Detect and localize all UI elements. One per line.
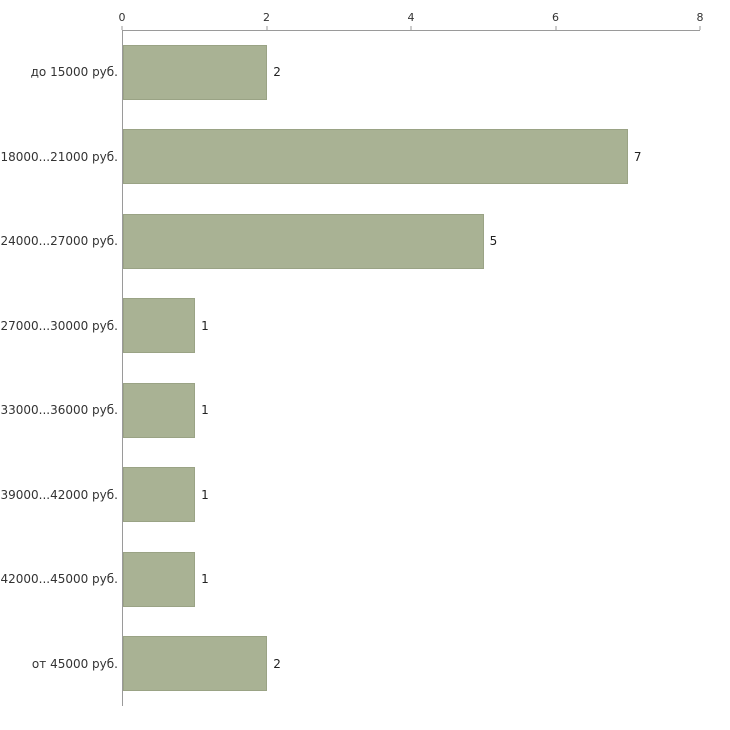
chart-row: 18000...21000 руб. 7 [0, 114, 730, 199]
chart-row: 24000...27000 руб. 5 [0, 199, 730, 284]
x-axis-tick: 0 [119, 11, 126, 30]
x-axis-tick-mark [410, 26, 412, 30]
category-label: до 15000 руб. [30, 65, 118, 80]
category-label: 24000...27000 руб. [0, 234, 118, 249]
category-label: 27000...30000 руб. [0, 318, 118, 333]
x-axis-tick-mark [266, 26, 267, 30]
bar [123, 467, 196, 523]
bar-value-label: 1 [201, 487, 209, 502]
bar-value-label: 7 [633, 149, 642, 164]
bar-value-label: 1 [201, 318, 209, 333]
chart-row: 42000...45000 руб. 1 [0, 537, 730, 622]
x-axis-tick-label: 2 [263, 11, 270, 24]
chart-row: 33000...36000 руб. 1 [0, 368, 730, 453]
x-axis: 0 2 4 6 8 [119, 0, 704, 31]
x-axis-tick-mark [121, 26, 123, 30]
x-axis-tick: 2 [263, 11, 270, 30]
category-label: 42000...45000 руб. [0, 572, 118, 587]
bar [123, 44, 268, 100]
bar-track: 1 [122, 283, 730, 368]
x-axis-tick-label: 0 [118, 11, 126, 24]
bar-track: 2 [122, 621, 730, 706]
x-axis-tick-label: 8 [696, 11, 704, 24]
bar-value-label: 5 [489, 234, 498, 249]
x-axis-tick-label: 6 [552, 11, 559, 24]
chart-rows: до 15000 руб. 2 18000...21000 руб. 7 24000..… [0, 30, 730, 706]
x-axis-tick: 4 [408, 11, 415, 30]
x-axis-tick-mark [555, 26, 556, 30]
bar-track: 1 [122, 452, 730, 537]
x-axis-tick-mark [699, 26, 701, 30]
bar-value-label: 2 [273, 656, 281, 671]
chart-row: до 15000 руб. 2 [0, 30, 730, 115]
chart-row: 39000...42000 руб. 1 [0, 452, 730, 537]
bar-value-label: 1 [201, 572, 209, 587]
bar-value-label: 2 [273, 65, 281, 80]
bar-track: 2 [122, 30, 730, 115]
bar [123, 298, 196, 354]
bar-track: 1 [122, 537, 730, 622]
bar [123, 551, 196, 607]
x-axis-tick-label: 4 [407, 11, 415, 24]
category-label: 39000...42000 руб. [0, 487, 118, 502]
bar [123, 636, 268, 692]
bar-track: 1 [122, 368, 730, 453]
bar [123, 382, 196, 438]
chart-row: 27000...30000 руб. 1 [0, 283, 730, 368]
bar-track: 5 [122, 199, 730, 284]
category-label: 18000...21000 руб. [0, 149, 118, 164]
bar [123, 129, 628, 185]
x-axis-tick: 8 [697, 11, 704, 30]
category-label: 33000...36000 руб. [0, 403, 118, 418]
x-axis-tick: 6 [552, 11, 559, 30]
bar [123, 213, 484, 269]
bar-value-label: 1 [201, 403, 209, 418]
chart-row: от 45000 руб. 2 [0, 621, 730, 706]
bar-track: 7 [122, 114, 730, 199]
category-label: от 45000 руб. [31, 656, 118, 671]
